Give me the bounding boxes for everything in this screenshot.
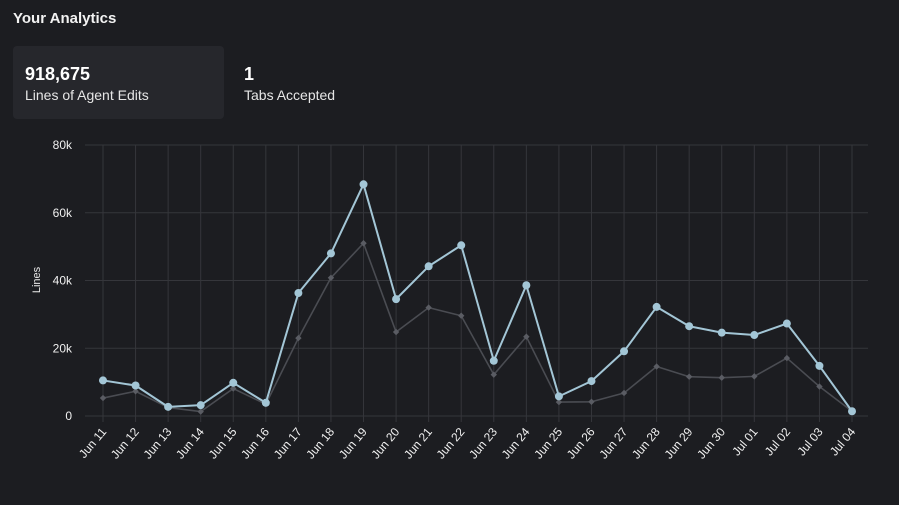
data-point[interactable] [587, 377, 596, 386]
stat-card-tabs-accepted[interactable]: 1 Tabs Accepted [232, 46, 432, 119]
series-line [102, 183, 853, 412]
chart-grid [85, 144, 868, 422]
data-point[interactable] [751, 373, 758, 380]
series-line [102, 242, 853, 413]
stat-card-agent-edits[interactable]: 918,675 Lines of Agent Edits [13, 46, 224, 119]
y-tick-label: 80k [53, 138, 73, 152]
data-point[interactable] [99, 376, 107, 385]
data-point[interactable] [652, 302, 661, 311]
y-tick-label: 40k [53, 274, 73, 288]
x-tick-label: Jun 30 [694, 425, 728, 462]
x-tick-label: Jul 01 [729, 425, 761, 459]
x-tick-label: Jun 21 [401, 425, 435, 462]
x-tick-label: Jun 29 [662, 425, 696, 462]
x-tick-label: Jun 12 [108, 425, 142, 462]
data-point[interactable] [490, 371, 497, 378]
x-tick-label: Jun 13 [141, 425, 175, 462]
x-tick-label: Jun 26 [564, 425, 598, 462]
data-point[interactable] [489, 356, 498, 365]
data-point[interactable] [360, 240, 367, 247]
y-axis-label: Lines [31, 266, 43, 293]
data-point[interactable] [523, 333, 530, 340]
data-point[interactable] [261, 398, 270, 407]
data-point[interactable] [588, 398, 595, 405]
x-tick-label: Jun 19 [336, 425, 370, 462]
stat-label-agent-edits: Lines of Agent Edits [25, 87, 149, 103]
stat-value-tabs-accepted: 1 [244, 64, 255, 84]
data-point[interactable] [326, 249, 335, 258]
x-tick-label: Jun 11 [76, 425, 110, 461]
data-point[interactable] [848, 407, 856, 416]
data-point[interactable] [783, 354, 791, 362]
x-tick-label: Jun 15 [206, 425, 240, 462]
data-point[interactable] [816, 383, 823, 390]
data-point[interactable] [620, 347, 629, 356]
data-point[interactable] [99, 394, 107, 402]
data-point[interactable] [815, 361, 824, 370]
y-axis-ticks: 0 20k 40k 60k 80k [53, 138, 73, 423]
data-point[interactable] [750, 331, 759, 340]
data-point[interactable] [522, 281, 531, 290]
data-point[interactable] [425, 304, 432, 311]
data-point[interactable] [196, 401, 205, 410]
data-point[interactable] [620, 389, 628, 397]
x-tick-label: Jun 20 [369, 425, 403, 462]
data-point[interactable] [653, 363, 660, 370]
series-secondary [99, 240, 856, 415]
page-title: Your Analytics [13, 10, 117, 27]
data-point[interactable] [717, 328, 726, 337]
data-point[interactable] [424, 262, 433, 271]
data-point[interactable] [392, 328, 400, 336]
data-point[interactable] [685, 373, 693, 380]
x-tick-label: Jun 17 [271, 425, 305, 462]
chart-series [99, 180, 856, 416]
data-point[interactable] [295, 334, 302, 342]
data-point[interactable] [294, 289, 303, 298]
data-point[interactable] [197, 408, 204, 415]
data-point[interactable] [458, 312, 465, 319]
x-tick-label: Jun 14 [173, 425, 207, 462]
data-point[interactable] [457, 241, 466, 250]
data-point[interactable] [685, 322, 694, 331]
data-point[interactable] [359, 180, 368, 189]
data-point[interactable] [555, 398, 563, 406]
stat-value-agent-edits: 918,675 [25, 64, 91, 84]
y-tick-label: 0 [65, 409, 72, 423]
series-primary [99, 180, 856, 416]
data-point[interactable] [131, 381, 140, 390]
data-point[interactable] [392, 295, 401, 304]
y-tick-label: 20k [53, 341, 73, 355]
x-tick-label: Jun 18 [303, 425, 337, 462]
x-tick-label: Jun 28 [629, 425, 663, 462]
x-tick-label: Jun 23 [466, 425, 500, 462]
x-tick-label: Jun 24 [499, 425, 533, 462]
data-point[interactable] [718, 374, 725, 381]
data-point[interactable] [554, 392, 563, 401]
x-tick-label: Jul 04 [827, 425, 859, 459]
x-tick-label: Jun 22 [434, 425, 468, 462]
stat-label-tabs-accepted: Tabs Accepted [244, 87, 336, 103]
data-point[interactable] [327, 274, 335, 281]
x-tick-label: Jun 27 [596, 425, 630, 462]
data-point[interactable] [164, 402, 173, 411]
data-point[interactable] [229, 378, 238, 387]
data-point[interactable] [782, 319, 791, 328]
x-tick-label: Jun 25 [531, 425, 565, 462]
x-tick-label: Jul 03 [794, 425, 826, 459]
x-tick-label: Jul 02 [762, 425, 794, 459]
data-point[interactable] [230, 385, 237, 392]
data-point[interactable] [132, 388, 139, 395]
y-tick-label: 60k [53, 206, 73, 220]
x-tick-label: Jun 16 [238, 425, 272, 462]
